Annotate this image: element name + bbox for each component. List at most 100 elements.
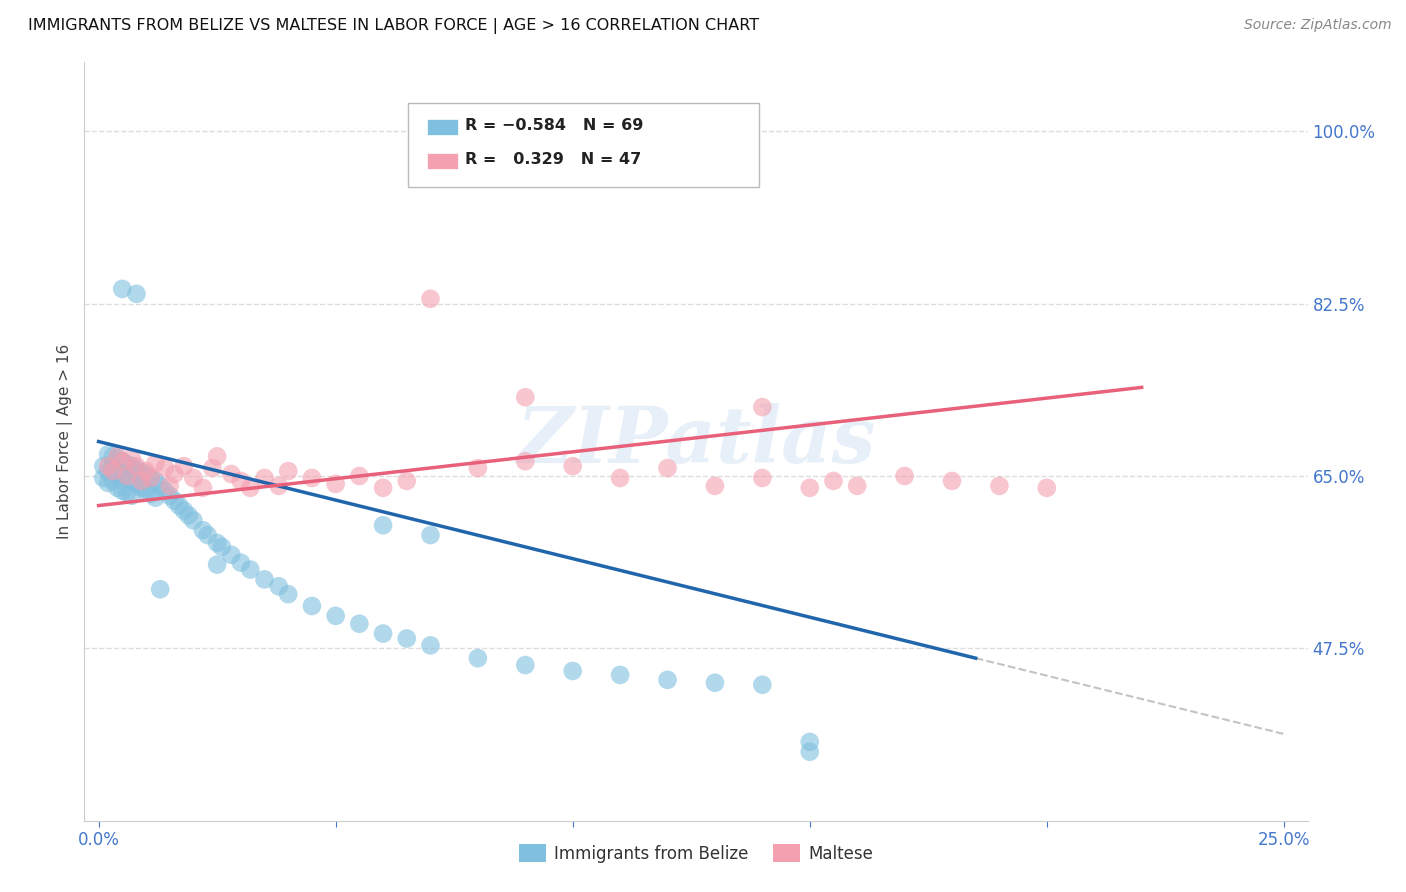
Point — [823, 474, 845, 488]
Point — [129, 465, 152, 479]
Point — [115, 485, 138, 500]
Point — [97, 459, 120, 474]
Point — [97, 475, 120, 490]
Point — [893, 469, 915, 483]
Point — [111, 282, 134, 296]
Point — [515, 454, 537, 468]
Point — [191, 481, 214, 495]
Point — [173, 459, 195, 474]
Point — [395, 474, 418, 488]
Point — [91, 471, 114, 485]
Point — [125, 476, 148, 491]
Point — [163, 493, 186, 508]
Point — [751, 400, 773, 414]
Point — [197, 528, 219, 542]
Point — [91, 459, 114, 474]
Point — [515, 390, 537, 404]
Point — [349, 616, 371, 631]
Text: Source: ZipAtlas.com: Source: ZipAtlas.com — [1244, 18, 1392, 32]
Point — [301, 599, 323, 613]
Point — [129, 481, 152, 495]
Point — [221, 548, 243, 562]
Point — [177, 508, 200, 523]
Point — [988, 479, 1011, 493]
Text: IMMIGRANTS FROM BELIZE VS MALTESE IN LABOR FORCE | AGE > 16 CORRELATION CHART: IMMIGRANTS FROM BELIZE VS MALTESE IN LAB… — [28, 18, 759, 34]
Point — [101, 474, 124, 488]
Point — [609, 668, 631, 682]
Point — [751, 471, 773, 485]
Point — [121, 451, 143, 466]
Point — [107, 451, 129, 466]
Point — [149, 479, 172, 493]
Point — [167, 499, 190, 513]
Point — [97, 464, 120, 478]
Point — [467, 461, 489, 475]
Point — [115, 457, 138, 471]
Point — [751, 678, 773, 692]
Point — [101, 464, 124, 478]
Point — [419, 528, 441, 542]
Point — [221, 467, 243, 481]
Point — [609, 471, 631, 485]
Point — [139, 471, 162, 485]
Point — [205, 450, 228, 464]
Point — [657, 461, 679, 475]
Point — [145, 474, 167, 488]
Point — [159, 479, 181, 493]
Point — [107, 450, 129, 464]
Point — [125, 459, 148, 474]
Legend: Immigrants from Belize, Maltese: Immigrants from Belize, Maltese — [512, 838, 880, 869]
Point — [349, 469, 371, 483]
Point — [159, 489, 181, 503]
Point — [277, 587, 299, 601]
Point — [395, 632, 418, 646]
Point — [121, 459, 143, 474]
Point — [101, 459, 124, 474]
Point — [799, 745, 821, 759]
Y-axis label: In Labor Force | Age > 16: In Labor Force | Age > 16 — [58, 344, 73, 539]
Point — [111, 454, 134, 468]
Point — [277, 464, 299, 478]
Point — [121, 489, 143, 503]
Point — [135, 483, 157, 498]
Point — [97, 447, 120, 461]
Point — [183, 471, 205, 485]
Point — [163, 467, 186, 481]
Point — [419, 639, 441, 653]
Point — [515, 658, 537, 673]
Point — [419, 292, 441, 306]
Point — [149, 582, 172, 597]
Point — [107, 467, 129, 481]
Point — [229, 556, 252, 570]
Point — [191, 523, 214, 537]
Point — [135, 464, 157, 478]
Point — [153, 461, 176, 475]
Point — [205, 536, 228, 550]
Point — [111, 483, 134, 498]
Point — [371, 481, 394, 495]
Point — [211, 540, 233, 554]
Point — [201, 461, 224, 475]
Point — [145, 456, 167, 470]
Point — [111, 469, 134, 483]
Point — [239, 563, 262, 577]
Point — [561, 664, 583, 678]
Point — [139, 471, 162, 485]
Point — [253, 471, 276, 485]
Text: R = −0.584   N = 69: R = −0.584 N = 69 — [465, 119, 644, 133]
Point — [139, 487, 162, 501]
Point — [129, 474, 152, 488]
Point — [371, 518, 394, 533]
Point — [703, 479, 725, 493]
Point — [239, 481, 262, 495]
Point — [253, 573, 276, 587]
Point — [703, 675, 725, 690]
Point — [561, 459, 583, 474]
Point — [115, 471, 138, 485]
Point — [301, 471, 323, 485]
Point — [121, 474, 143, 488]
Point — [799, 481, 821, 495]
Point — [115, 469, 138, 483]
Point — [125, 462, 148, 476]
Point — [107, 481, 129, 495]
